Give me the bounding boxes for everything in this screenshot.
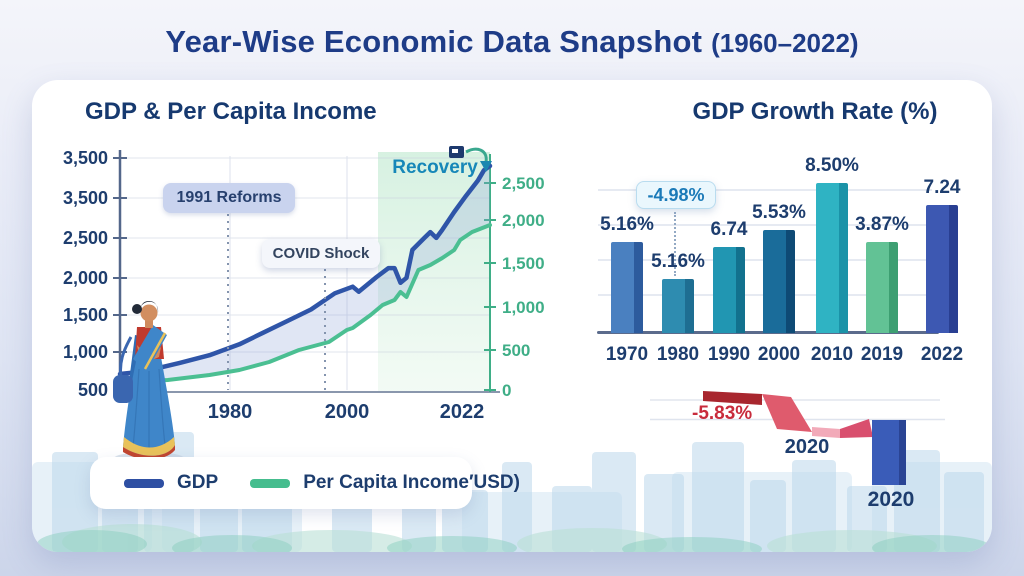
legend: GDP Per Capita Income′USD) (90, 457, 520, 509)
growth-bar-value-2019: 3.87% (855, 214, 909, 235)
growth-bar-2000 (763, 230, 795, 333)
legend-item-gdp: GDP (124, 472, 218, 494)
growth-bar-1990 (713, 247, 745, 333)
waterfall-drop-year: 2020 (784, 436, 830, 458)
legend-item-per-capita: Per Capita Income′USD) (250, 472, 520, 494)
y-right-tick-label: 0 (502, 381, 511, 400)
growth-bar-year-2019: 2019 (860, 344, 904, 365)
y-left-tick-label: 500 (78, 380, 108, 400)
y-left-tick-label: 3,500 (63, 148, 108, 168)
growth-bar-value-1970: 5.16% (600, 214, 654, 235)
y-right-tick-label: 2,500 (502, 174, 545, 193)
growth-bar-1980 (662, 279, 694, 333)
y-left-tick-label: 1,500 (63, 305, 108, 325)
y-left-tick-label: 2,000 (63, 268, 108, 288)
y-right-tick-label: 1,000 (502, 298, 545, 317)
y-left-tick-label: 3,500 (63, 188, 108, 208)
page-title-range: (1960–2022) (711, 28, 859, 58)
annotation-1991-reforms-text: 1991 Reforms (176, 189, 282, 206)
annotation-recovery: Recovery (392, 157, 478, 178)
legend-label-per-capita: Per Capita Income′USD) (303, 472, 520, 493)
growth-bar-value-2010: 8.50% (805, 155, 859, 176)
waterfall-bar-year: 2020 (867, 488, 915, 511)
shoulder-bag (113, 375, 133, 403)
gridline (598, 224, 932, 226)
growth-bar-2022 (926, 205, 958, 333)
growth-bar-year-1990: 1990 (707, 344, 751, 365)
x-tick-label: 2000 (325, 401, 370, 423)
annotation-1991-reforms: 1991 Reforms (163, 183, 295, 213)
legend-label-gdp: GDP (177, 472, 219, 493)
growth-tooltip-text: -4.98% (647, 184, 705, 205)
right-chart-title: GDP Growth Rate (%) (692, 98, 938, 125)
tooltip-dotted-line (674, 212, 676, 276)
growth-bar-year-1980: 1980 (656, 344, 700, 365)
growth-bar-year-2000: 2000 (757, 344, 801, 365)
x-tick-label: 1980 (208, 401, 253, 423)
woman-illustration (113, 301, 185, 466)
x-tick-label: 2022 (440, 401, 485, 423)
growth-bar-year-1970: 1970 (605, 344, 649, 365)
y-right-tick-label: 500 (502, 341, 530, 360)
growth-bar-year-2022: 2022 (920, 344, 964, 365)
annotation-covid-shock-text: COVID Shock (272, 245, 370, 262)
annotation-covid-shock: COVID Shock (262, 239, 380, 268)
growth-bar-value-2000: 5.53% (752, 202, 806, 223)
growth-bar-1970 (611, 242, 643, 333)
gdp-line (117, 163, 493, 377)
gdp-line-swatch (124, 478, 164, 488)
gdp-income-line-chart: 3,500 3,500 2,500 2,000 1,500 1,000 500 2,500 2,… (63, 146, 545, 423)
per-capita-line (118, 223, 492, 385)
growth-bar-value-1990: 6.74 (710, 219, 748, 240)
left-chart-title: GDP & Per Capita Income (85, 98, 377, 125)
covid-drop-waterfall (650, 391, 945, 485)
y-left-tick-label: 2,500 (63, 228, 108, 248)
recovery-arrow-icon (465, 147, 488, 163)
waterfall-blue-bar (872, 420, 899, 485)
page-title: Year-Wise Economic Data Snapshot (1960–20… (0, 24, 1024, 60)
y-right-tick-label: 2,000 (502, 211, 545, 230)
main-card: GDP & Per Capita Income 3,500 3,500 2,500 2… (32, 80, 992, 552)
page-title-main: Year-Wise Economic Data Snapshot (165, 24, 703, 59)
y-left-tick-label: 1,000 (63, 342, 108, 362)
growth-bar-2019 (866, 242, 898, 333)
gridline (598, 189, 932, 191)
growth-tooltip: -4.98% (636, 181, 716, 209)
waterfall-drop-value: -5.83% (692, 403, 753, 424)
y-right-tick-label: 1,500 (502, 254, 545, 273)
growth-bar-year-2010: 2010 (810, 344, 854, 365)
growth-bar-value-2022: 7.24 (923, 177, 961, 198)
per-capita-line-swatch (250, 478, 291, 488)
growth-bar-2010 (816, 183, 848, 333)
growth-bar-value-1980: 5.16% (651, 251, 705, 272)
